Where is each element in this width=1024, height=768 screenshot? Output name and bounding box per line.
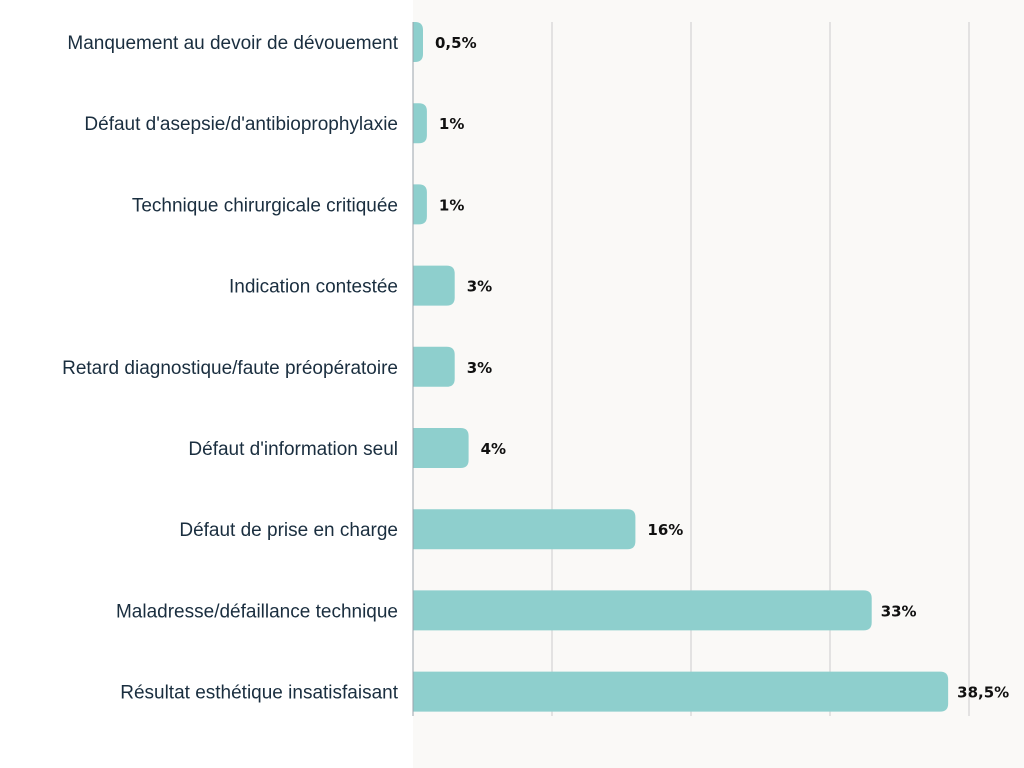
value-label-4: 3% — [467, 359, 492, 377]
bar-2 — [413, 184, 427, 225]
category-label-0: Manquement au devoir de dévouement — [67, 33, 398, 54]
bar-7 — [413, 590, 872, 631]
plot-area — [413, 0, 1024, 768]
bar-3 — [413, 265, 455, 306]
value-label-3: 3% — [467, 278, 492, 296]
bar-6 — [413, 509, 636, 550]
category-label-1: Défaut d'asepsie/d'antibioprophylaxie — [84, 114, 398, 135]
category-label-3: Indication contestée — [229, 277, 398, 298]
category-label-5: Défaut d'information seul — [188, 439, 398, 460]
category-label-6: Défaut de prise en charge — [179, 520, 398, 541]
bar-5 — [413, 428, 469, 468]
value-label-7: 33% — [881, 602, 917, 620]
value-label-6: 16% — [647, 521, 683, 539]
bar-8 — [413, 671, 949, 712]
bars — [413, 22, 949, 712]
bar-0 — [413, 22, 423, 62]
bar-4 — [413, 346, 455, 387]
value-labels: 0,5% 1% 1% 3% 3% 4% 16% 33% 38,5% — [435, 34, 1009, 702]
value-label-2: 1% — [439, 196, 464, 214]
category-labels: Manquement au devoir de dévouement Défaut… — [62, 33, 399, 704]
value-label-0: 0,5% — [435, 34, 477, 52]
value-label-8: 38,5% — [957, 684, 1009, 702]
category-label-8: Résultat esthétique insatisfaisant — [120, 683, 398, 704]
category-label-7: Maladresse/défaillance technique — [116, 601, 398, 622]
value-label-5: 4% — [481, 440, 506, 458]
bar-1 — [413, 103, 427, 144]
value-label-1: 1% — [439, 115, 464, 133]
category-label-2: Technique chirurgicale critiquée — [132, 195, 398, 216]
category-label-4: Retard diagnostique/faute préopératoire — [62, 358, 398, 379]
